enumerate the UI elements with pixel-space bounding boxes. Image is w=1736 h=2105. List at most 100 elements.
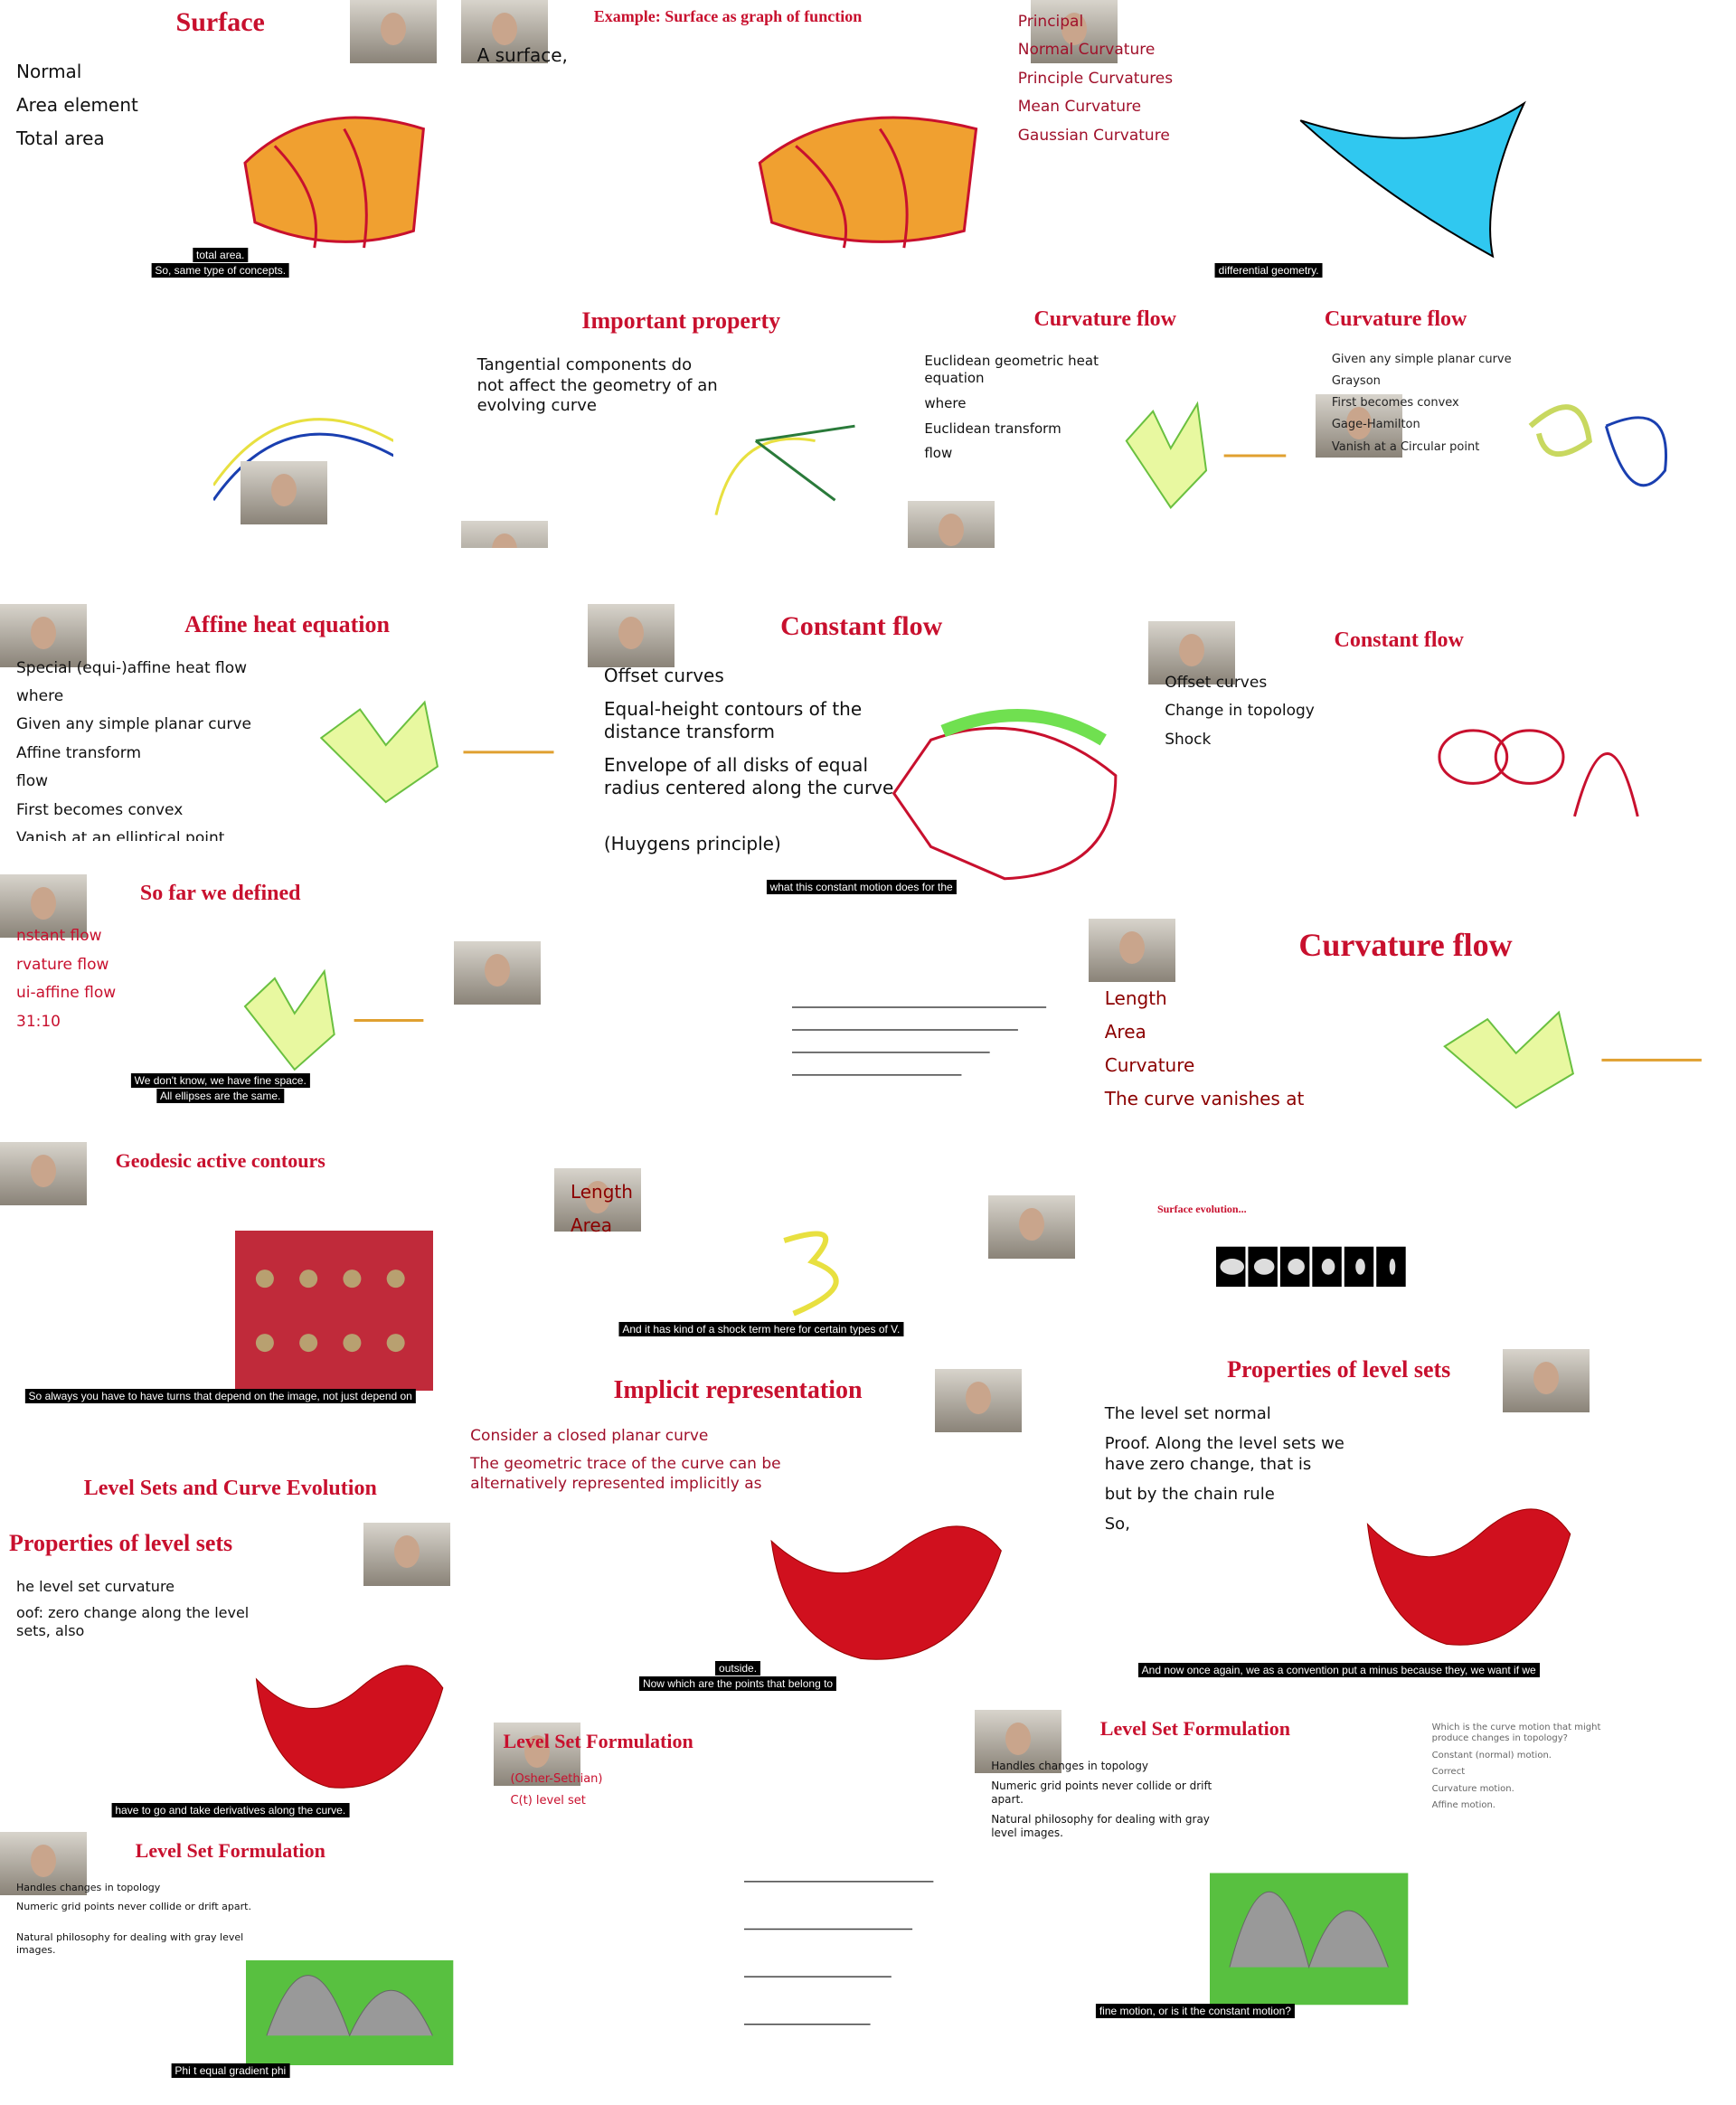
slide-text: but by the chain rule [1104,1484,1275,1504]
slide: Affine heat equation Special (equi-)affin… [0,603,575,842]
slide-title: Surface evolution... [1156,1202,1247,1215]
webcam [987,1194,1075,1259]
webcam [0,1141,87,1205]
slide-text: ui-affine flow [16,984,117,1003]
slide: Surface evolution... [987,1194,1416,1329]
webcam [1031,0,1118,63]
slide-text: First becomes convex [1331,396,1459,411]
slide-text: 31:10 [16,1012,61,1031]
slide-title: So far we defined [139,882,301,906]
slide: Properties of level sets he level set cur… [0,1522,461,1824]
illustration [212,417,394,501]
decoration [299,1270,318,1288]
illustration [1299,100,1526,259]
decoration [892,726,1118,881]
slide-text: Gaussian Curvature [1017,126,1170,145]
slide-text: Length [1104,987,1167,1010]
slide-text: rvature flow [16,955,109,974]
slide-text: Special (equi-)affine heat flow [16,658,248,677]
decoration [714,437,816,515]
illustration [892,708,1118,881]
slide-text: Curvature motion. [1431,1783,1514,1794]
slide-title: Curvature flow [1298,927,1513,964]
webcam [975,1709,1062,1773]
slide-text: flow [16,772,49,791]
decoration [1389,1259,1396,1275]
slide: Principal Normal Curvature Principle Curva… [1001,0,1536,284]
caption: total area. [193,248,249,263]
slide-text: Affine motion. [1431,1800,1495,1811]
slide-title: Surface [175,7,265,37]
slide-text: Natural philosophy for dealing with gray… [991,1812,1210,1839]
decoration [320,700,439,804]
slide-text: (Osher-Sethian) [510,1772,603,1787]
slide-text: Numeric grid points never collide or dri… [16,1900,251,1912]
decoration [1253,1259,1275,1275]
decoration [212,417,394,486]
illustration [758,116,977,249]
slide-text: Handles changes in topology [16,1882,161,1894]
illustration [1125,401,1287,509]
slide-text: Affine transform [16,743,142,762]
webcam [0,874,87,939]
webcam [460,521,548,548]
decoration [386,1270,405,1288]
decoration [273,128,368,249]
slide-text: flow [924,445,953,462]
slide-text: (Huygens principle) [603,832,781,854]
slide: Constant flow Offset curves Equal-height c… [587,603,1136,901]
slide-text: Constant (normal) motion. [1431,1750,1552,1760]
slide-title: Implicit representation [613,1375,863,1404]
decoration [1438,729,1509,786]
slide-text: The geometric trace of the curve can be … [470,1455,781,1493]
decoration [243,968,335,1071]
slide-text: Which is the curve motion that might pro… [1431,1722,1601,1744]
slide-text: Total area [16,127,105,149]
slide: Geodesic active contours So always you ha… [0,1141,441,1410]
slide-text: C(t) level set [510,1794,586,1808]
webcam [460,0,548,63]
decoration [212,432,394,501]
illustration [320,700,554,804]
illustration [243,116,426,249]
decoration [256,1665,444,1789]
slide-text: So, [1104,1515,1130,1534]
caption: Now which are the points that belong to [638,1676,837,1691]
webcam [908,500,995,548]
slide-text: nstant flow [16,927,102,946]
illustration [1367,1508,1571,1647]
slide-text: he level set curvature [16,1577,175,1595]
slide-title: Curvature flow [1324,307,1467,332]
decoration [1355,1259,1365,1275]
decoration [1367,1508,1571,1647]
caption: what this constant motion does for the [766,880,957,895]
slide-text: Natural philosophy for dealing with gray… [16,1930,244,1956]
slide: Properties of level sets The level set no… [1088,1348,1590,1684]
slide: Level Sets and Curve Evolution [0,1468,461,1523]
caption: So always you have to have turns that de… [24,1389,416,1404]
decoration [1125,401,1208,509]
illustration [1442,1010,1702,1109]
slide: Curvature flow Given any simple planar cu… [1315,300,1690,548]
slide-title: Level Sets and Curve Evolution [83,1476,377,1500]
slide-title: Example: Surface as graph of function [593,7,863,25]
decoration [783,1231,839,1317]
webcam [934,1368,1022,1432]
decoration [754,424,855,501]
slide-text: Proof. Along the level sets we have zero… [1104,1434,1344,1474]
slide-text: Length [570,1181,633,1204]
illustration [714,424,855,515]
slide-title: Affine heat equation [184,610,390,637]
slide-text: A surface, [476,44,568,66]
slide-title: Level Set Formulation [503,1730,693,1753]
illustration [235,1230,434,1392]
decoration [1605,416,1668,486]
decoration [266,1974,434,2037]
slide: Level Set Formulation (Osher-Sethian) C(t)… [494,1723,962,2084]
decoration [794,127,909,249]
slide-text: Correct [1431,1767,1466,1778]
slide: Important property Tangential components … [460,300,901,548]
decoration [386,1334,405,1353]
slide-text: The level set normal [1104,1403,1271,1423]
decoration [1528,403,1593,457]
